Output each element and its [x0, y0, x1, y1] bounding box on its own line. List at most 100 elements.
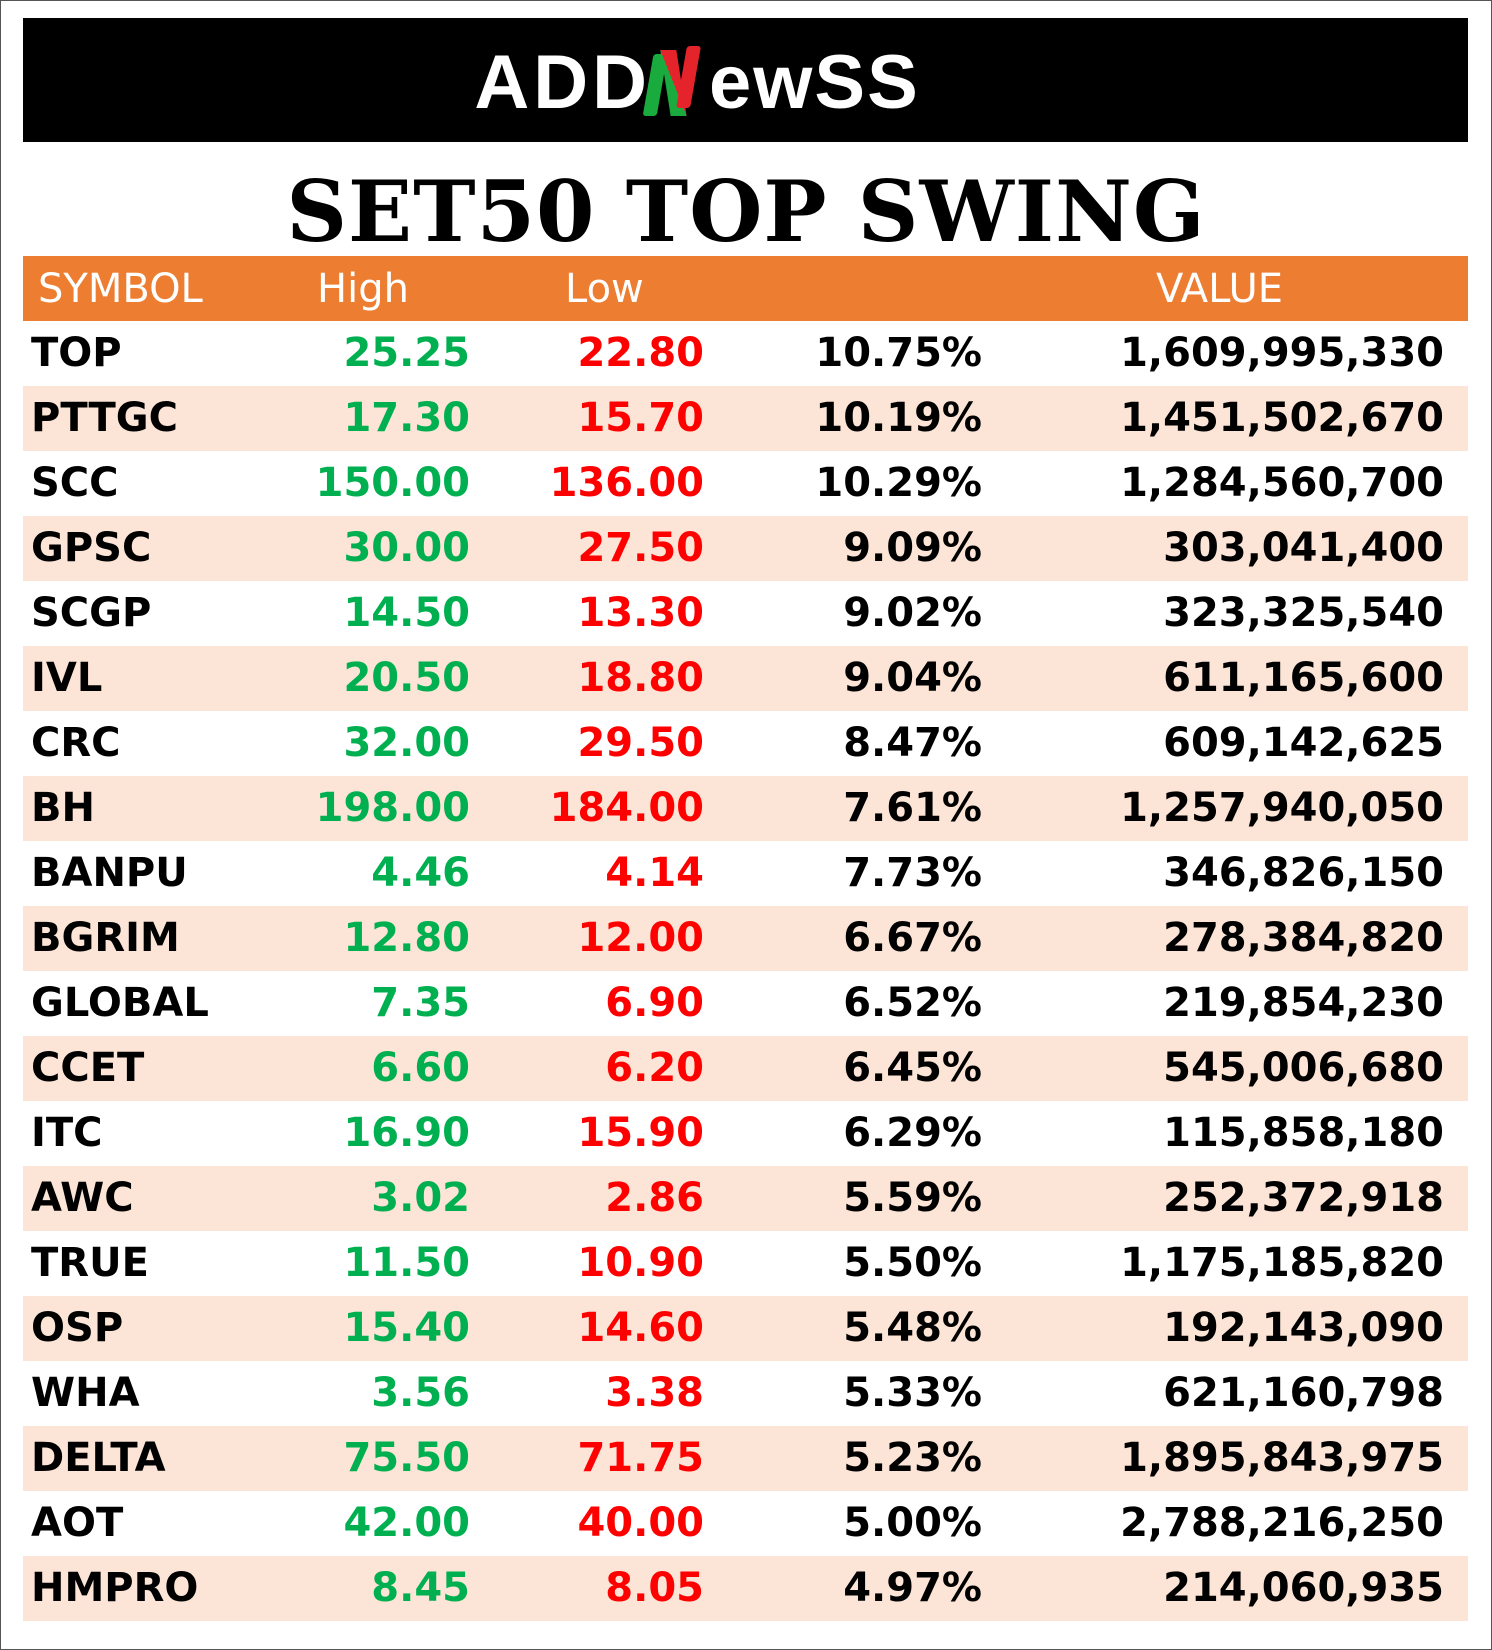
cell-value: 609,142,625 — [1163, 720, 1444, 766]
table-row: SCGP 14.50 13.30 9.02% 323,325,540 — [23, 581, 1468, 646]
cell-low: 10.90 — [577, 1240, 704, 1286]
table-row: WHA 3.56 3.38 5.33% 621,160,798 — [23, 1361, 1468, 1426]
cell-high: 30.00 — [343, 525, 470, 571]
cell-high: 32.00 — [343, 720, 470, 766]
table-row: GLOBAL 7.35 6.90 6.52% 219,854,230 — [23, 971, 1468, 1036]
cell-high: 12.80 — [343, 915, 470, 961]
table-row: CCET 6.60 6.20 6.45% 545,006,680 — [23, 1036, 1468, 1101]
cell-low: 40.00 — [577, 1500, 704, 1546]
cell-symbol: AOT — [31, 1500, 124, 1546]
cell-pct: 5.33% — [843, 1370, 982, 1416]
cell-low: 3.38 — [605, 1370, 704, 1416]
cell-low: 15.90 — [577, 1110, 704, 1156]
cell-symbol: BGRIM — [31, 915, 180, 961]
cell-value: 192,143,090 — [1163, 1305, 1444, 1351]
cell-high: 6.60 — [371, 1045, 470, 1091]
cell-value: 1,609,995,330 — [1120, 330, 1444, 376]
cell-pct: 10.29% — [815, 460, 982, 506]
table-row: ITC 16.90 15.90 6.29% 115,858,180 — [23, 1101, 1468, 1166]
cell-symbol: TOP — [31, 330, 122, 376]
cell-high: 4.46 — [371, 850, 470, 896]
table-header: SYMBOL High Low VALUE — [23, 256, 1468, 321]
cell-symbol: CCET — [31, 1045, 145, 1091]
cell-value: 278,384,820 — [1163, 915, 1444, 961]
cell-value: 2,788,216,250 — [1120, 1500, 1444, 1546]
cell-value: 303,041,400 — [1163, 525, 1444, 571]
cell-value: 115,858,180 — [1163, 1110, 1444, 1156]
cell-symbol: BH — [31, 785, 95, 831]
cell-pct: 5.48% — [843, 1305, 982, 1351]
cell-value: 323,325,540 — [1163, 590, 1444, 636]
header-low: Low — [565, 266, 644, 312]
logo-text-right: ewSS — [709, 40, 920, 125]
cell-symbol: SCGP — [31, 590, 152, 636]
table-row: BANPU 4.46 4.14 7.73% 346,826,150 — [23, 841, 1468, 906]
cell-pct: 9.09% — [843, 525, 982, 571]
table-row: TOP 25.25 22.80 10.75% 1,609,995,330 — [23, 321, 1468, 386]
cell-high: 3.56 — [371, 1370, 470, 1416]
page-title: SET50 TOP SWING — [286, 162, 1206, 261]
cell-symbol: BANPU — [31, 850, 188, 896]
cell-low: 14.60 — [577, 1305, 704, 1351]
cell-symbol: HMPRO — [31, 1565, 199, 1611]
cell-high: 11.50 — [343, 1240, 470, 1286]
table-row: TRUE 11.50 10.90 5.50% 1,175,185,820 — [23, 1231, 1468, 1296]
cell-pct: 5.23% — [843, 1435, 982, 1481]
table-row: GPSC 30.00 27.50 9.09% 303,041,400 — [23, 516, 1468, 581]
cell-pct: 5.00% — [843, 1500, 982, 1546]
cell-value: 621,160,798 — [1163, 1370, 1444, 1416]
cell-low: 8.05 — [605, 1565, 704, 1611]
cell-pct: 10.19% — [815, 395, 982, 441]
cell-value: 611,165,600 — [1163, 655, 1444, 701]
table-row: OSP 15.40 14.60 5.48% 192,143,090 — [23, 1296, 1468, 1361]
table-body: TOP 25.25 22.80 10.75% 1,609,995,330 PTTGC 17.… — [23, 321, 1468, 1621]
header-value: VALUE — [1156, 266, 1284, 312]
brand-banner: ADD ewSS — [23, 18, 1468, 142]
cell-pct: 10.75% — [815, 330, 982, 376]
cell-pct: 7.73% — [843, 850, 982, 896]
table-row: IVL 20.50 18.80 9.04% 611,165,600 — [23, 646, 1468, 711]
cell-low: 13.30 — [577, 590, 704, 636]
cell-high: 20.50 — [343, 655, 470, 701]
cell-high: 8.45 — [371, 1565, 470, 1611]
cell-high: 150.00 — [315, 460, 470, 506]
cell-high: 198.00 — [315, 785, 470, 831]
cell-value: 346,826,150 — [1163, 850, 1444, 896]
cell-value: 1,257,940,050 — [1120, 785, 1444, 831]
cell-symbol: AWC — [31, 1175, 134, 1221]
cell-symbol: CRC — [31, 720, 121, 766]
cell-value: 219,854,230 — [1163, 980, 1444, 1026]
cell-pct: 6.52% — [843, 980, 982, 1026]
table-row: BH 198.00 184.00 7.61% 1,257,940,050 — [23, 776, 1468, 841]
addnewss-logo: ADD ewSS — [474, 40, 920, 125]
cell-high: 42.00 — [343, 1500, 470, 1546]
cell-high: 16.90 — [343, 1110, 470, 1156]
cell-high: 14.50 — [343, 590, 470, 636]
header-symbol: SYMBOL — [38, 266, 203, 312]
cell-value: 1,284,560,700 — [1120, 460, 1444, 506]
cell-value: 252,372,918 — [1163, 1175, 1444, 1221]
cell-pct: 6.29% — [843, 1110, 982, 1156]
cell-symbol: ITC — [31, 1110, 103, 1156]
cell-high: 15.40 — [343, 1305, 470, 1351]
cell-pct: 7.61% — [843, 785, 982, 831]
cell-pct: 9.04% — [843, 655, 982, 701]
cell-symbol: OSP — [31, 1305, 124, 1351]
table-row: PTTGC 17.30 15.70 10.19% 1,451,502,670 — [23, 386, 1468, 451]
cell-low: 2.86 — [605, 1175, 704, 1221]
cell-pct: 9.02% — [843, 590, 982, 636]
table-row: AWC 3.02 2.86 5.59% 252,372,918 — [23, 1166, 1468, 1231]
cell-value: 214,060,935 — [1163, 1565, 1444, 1611]
cell-low: 184.00 — [549, 785, 704, 831]
table-row: HMPRO 8.45 8.05 4.97% 214,060,935 — [23, 1556, 1468, 1621]
cell-pct: 6.67% — [843, 915, 982, 961]
cell-pct: 5.50% — [843, 1240, 982, 1286]
cell-value: 1,451,502,670 — [1120, 395, 1444, 441]
cell-high: 7.35 — [371, 980, 470, 1026]
cell-high: 75.50 — [343, 1435, 470, 1481]
header-high: High — [317, 266, 409, 312]
cell-low: 136.00 — [549, 460, 704, 506]
table-row: AOT 42.00 40.00 5.00% 2,788,216,250 — [23, 1491, 1468, 1556]
cell-high: 3.02 — [371, 1175, 470, 1221]
cell-pct: 5.59% — [843, 1175, 982, 1221]
